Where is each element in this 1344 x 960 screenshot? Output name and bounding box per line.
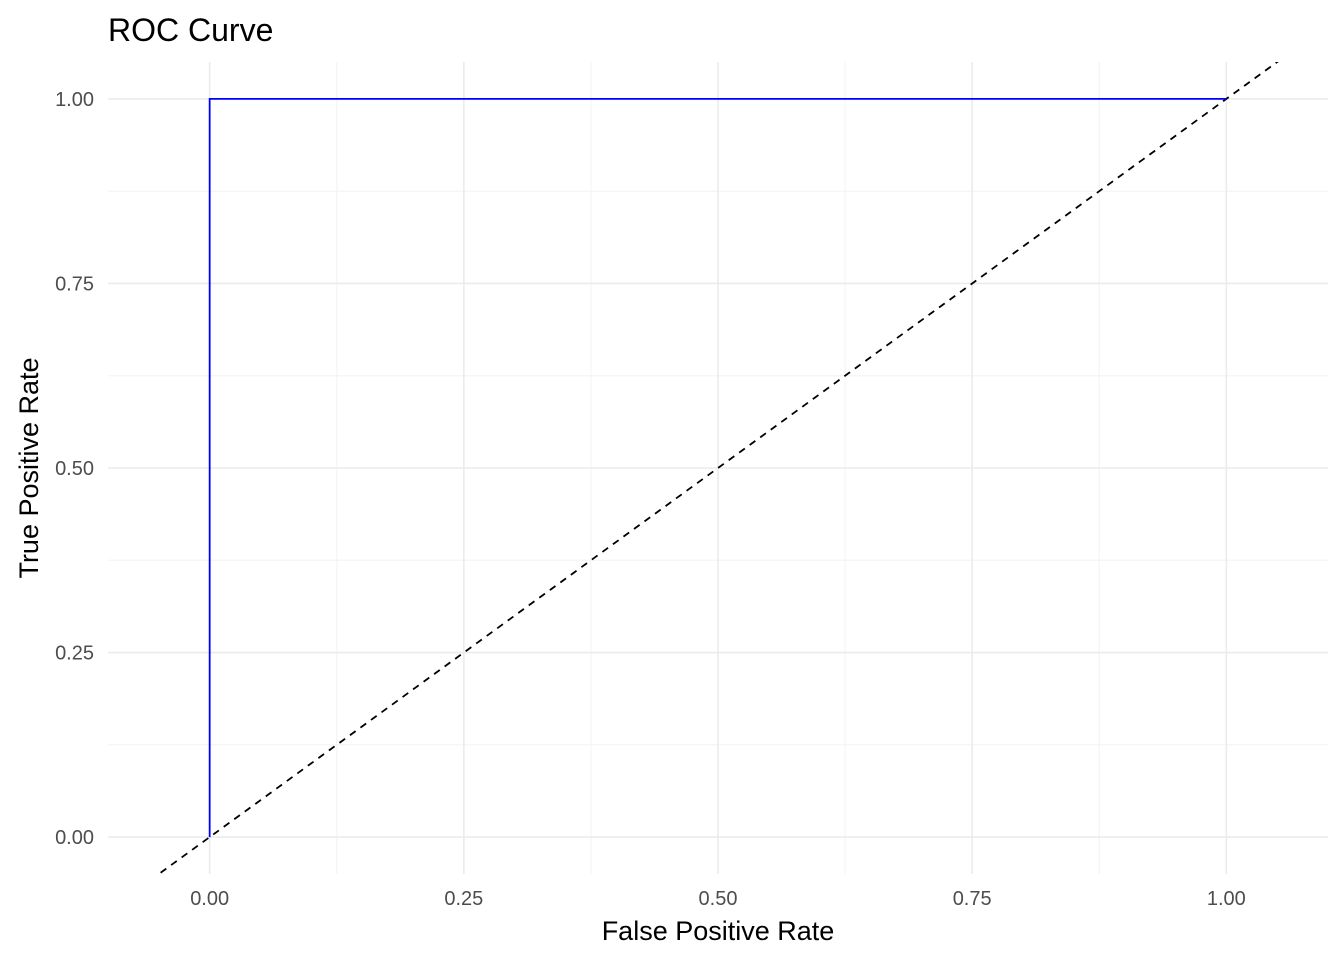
y-tick-label: 0.25: [55, 643, 94, 665]
grid: [108, 62, 1328, 874]
roc-curve-line: [208, 98, 1227, 838]
x-tick-label: 0.25: [444, 888, 483, 910]
x-tick-label: 0.75: [953, 888, 992, 910]
y-axis-title: True Positive Rate: [14, 357, 44, 578]
reference-diagonal-line: [157, 62, 1279, 874]
y-tick-label: 0.75: [55, 273, 94, 295]
y-axis-ticks: 0.00 0.25 0.50 0.75 1.00: [55, 89, 94, 849]
x-tick-label: 0.00: [190, 888, 229, 910]
plot-area: [157, 62, 1279, 874]
y-tick-label: 0.50: [55, 458, 94, 480]
x-axis-title: False Positive Rate: [602, 916, 835, 946]
x-tick-label: 0.50: [699, 888, 738, 910]
x-tick-label: 1.00: [1207, 888, 1246, 910]
y-tick-label: 0.00: [55, 827, 94, 849]
x-axis-ticks: 0.00 0.25 0.50 0.75 1.00: [190, 888, 1246, 910]
chart-title: ROC Curve: [108, 12, 273, 48]
y-tick-label: 1.00: [55, 89, 94, 111]
